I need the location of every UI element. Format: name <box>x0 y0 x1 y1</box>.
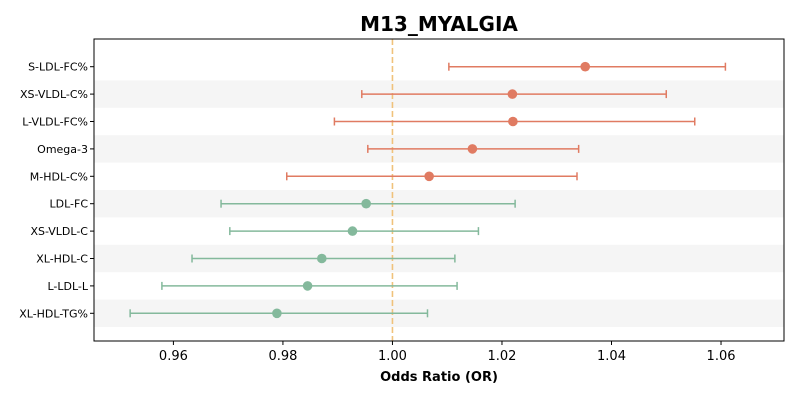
odds-ratio-point <box>580 61 591 72</box>
y-axis: S-LDL-FC% XS-VLDL-C% L-VLDL-FC% Omega-3 M-HD… <box>19 61 94 320</box>
forest-row <box>367 144 580 154</box>
chart-title: M13_MYALGIA <box>360 12 518 36</box>
y-tick-label: XL-HDL-TG% <box>19 307 88 320</box>
forest-row <box>191 253 456 264</box>
y-tick-label: XS-VLDL-C <box>30 225 88 238</box>
x-axis-label: Odds Ratio (OR) <box>380 370 498 385</box>
x-axis: 0.96 0.98 1.00 1.02 1.04 1.06 <box>159 341 736 364</box>
odds-ratio-point <box>347 226 358 236</box>
y-tick-label: L-VLDL-FC% <box>22 116 88 129</box>
odds-ratio-point <box>467 144 478 154</box>
forest-rows <box>129 61 727 319</box>
y-tick-label: M-HDL-C% <box>30 170 88 183</box>
odds-ratio-point <box>272 308 282 319</box>
odds-ratio-point <box>302 281 313 291</box>
y-tick-label: LDL-FC <box>49 198 88 211</box>
forest-row <box>448 61 727 72</box>
forest-row <box>361 89 668 99</box>
x-tick-label: 0.98 <box>268 349 297 364</box>
forest-row <box>129 308 429 319</box>
x-tick-label: 1.06 <box>707 349 736 364</box>
x-tick-label: 1.02 <box>487 349 516 364</box>
odds-ratio-point <box>507 89 518 99</box>
y-tick-label: L-LDL-L <box>47 280 88 293</box>
x-tick-label: 1.00 <box>378 349 407 364</box>
odds-ratio-point <box>424 171 434 182</box>
y-tick-label: XL-HDL-C <box>36 253 88 266</box>
forest-row <box>333 116 696 127</box>
forest-row <box>286 171 578 182</box>
x-tick-label: 1.04 <box>597 349 626 364</box>
y-tick-label: Omega-3 <box>37 143 88 156</box>
y-tick-label: XS-VLDL-C% <box>20 88 88 101</box>
odds-ratio-point <box>508 116 518 127</box>
x-tick-label: 0.96 <box>159 349 188 364</box>
odds-ratio-point <box>317 253 327 264</box>
plot-frame <box>93 38 785 342</box>
forest-row <box>161 281 458 291</box>
y-tick-label: S-LDL-FC% <box>28 61 88 74</box>
forest-row <box>220 198 516 209</box>
forest-row <box>229 226 480 236</box>
odds-ratio-point <box>361 198 371 209</box>
